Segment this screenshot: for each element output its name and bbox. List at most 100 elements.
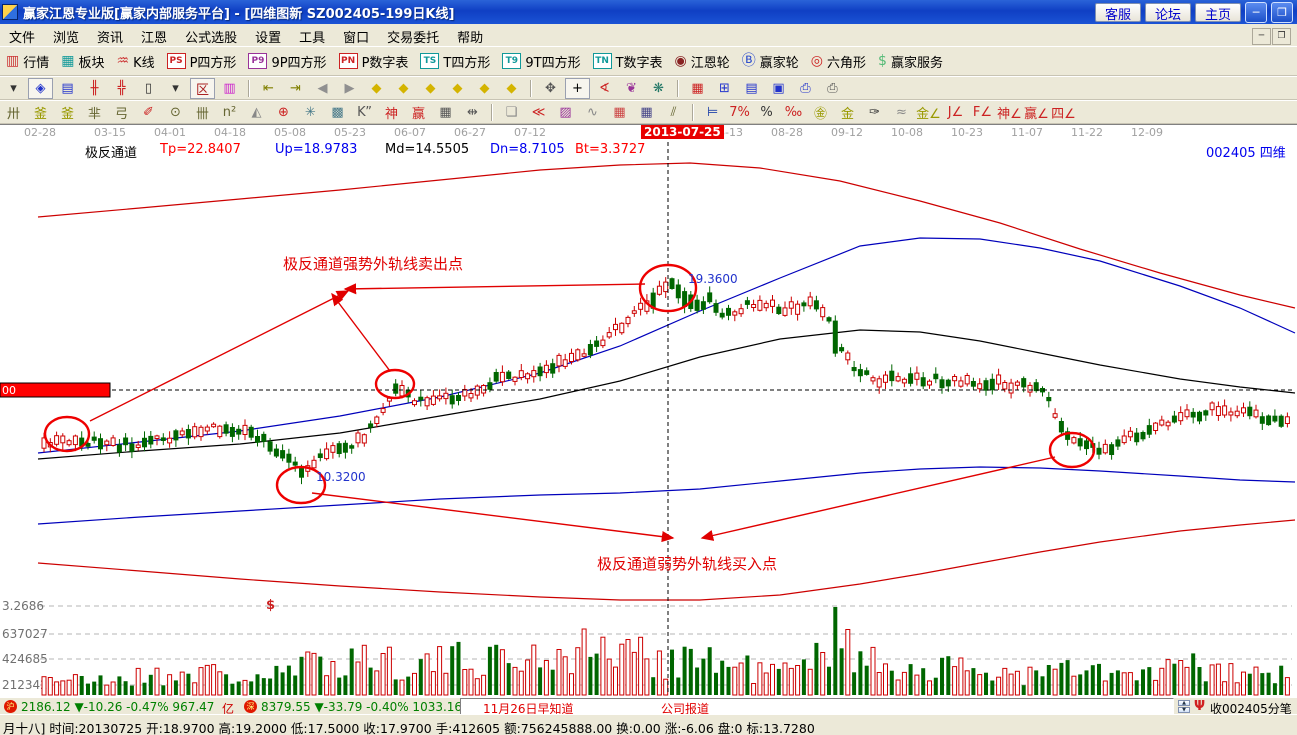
- print-preview-icon[interactable]: ⎙: [800, 80, 811, 96]
- candle-dropdown-icon[interactable]: ▾: [172, 80, 179, 96]
- j-angle-icon[interactable]: J∠: [947, 104, 964, 120]
- fan-lines-icon[interactable]: ≪: [531, 104, 546, 120]
- star-grid-icon[interactable]: ✳: [305, 104, 316, 120]
- arc-tool-icon[interactable]: 弓: [114, 106, 128, 122]
- gann-line-set-icon[interactable]: 卅: [6, 106, 20, 122]
- diary-notes-icon[interactable]: ▤: [745, 80, 758, 96]
- pan-left-icon[interactable]: ◆: [371, 80, 382, 96]
- calendar-icon[interactable]: ▦: [691, 80, 704, 96]
- zigzag-tool-icon[interactable]: ∿: [587, 104, 598, 120]
- feed-spinner[interactable]: ▲ ▼: [1178, 700, 1190, 713]
- kline-chart[interactable]: 3.268663702742468521234200极反通道强势外轨线卖出点极反…: [0, 125, 1297, 698]
- menu-item-5[interactable]: 设置: [255, 31, 282, 46]
- price-grid-icon[interactable]: ▦: [439, 104, 452, 120]
- mirror-tool-icon[interactable]: ◭: [251, 104, 262, 120]
- toolbar-winner-wheel[interactable]: Ⓑ 赢家轮: [742, 52, 799, 71]
- toolbar-winner-service[interactable]: $ 赢家服务: [878, 52, 943, 71]
- k-mark-icon[interactable]: K”: [357, 104, 372, 120]
- shen-tool-icon[interactable]: 神: [384, 106, 398, 122]
- expand-h-icon[interactable]: ◆: [425, 80, 436, 96]
- grid-lines-icon[interactable]: 卌: [195, 106, 209, 122]
- tick-feed-label[interactable]: 收002405分笔: [1210, 702, 1292, 716]
- go-first-icon[interactable]: ⇤: [263, 80, 274, 96]
- customer-service-button[interactable]: 客服: [1094, 3, 1141, 23]
- f10-info-board-icon[interactable]: ▤: [61, 80, 74, 96]
- candle-style-icon[interactable]: ▯: [144, 80, 153, 96]
- crosshair-tool-icon[interactable]: +: [565, 77, 590, 99]
- shanghai-index[interactable]: 2186.12 ▼-10.26 -0.47% 967.47: [21, 700, 215, 714]
- pattern-tool-icon[interactable]: ❦: [626, 80, 637, 96]
- toolbar-p-square[interactable]: PS P四方形: [166, 52, 236, 71]
- news-company-link[interactable]: 公司报道: [661, 702, 710, 716]
- menu-item-4[interactable]: 公式选股: [185, 31, 238, 46]
- toolbar-9t-square[interactable]: T9 9T四方形: [502, 52, 581, 71]
- fit-all-icon[interactable]: ◆: [506, 80, 517, 96]
- menu-item-9[interactable]: 帮助: [457, 31, 484, 46]
- marker-pen-icon[interactable]: ✑: [869, 104, 880, 120]
- graph-9-icon[interactable]: ╬: [117, 80, 126, 96]
- menu-item-2[interactable]: 资讯: [97, 31, 124, 46]
- percent-icon[interactable]: %: [760, 104, 773, 120]
- toolbar-gann-wheel[interactable]: ◉ 江恩轮: [675, 52, 730, 71]
- wave-chart-icon[interactable]: ◈: [28, 77, 53, 99]
- step-forward-icon[interactable]: ▶: [344, 80, 355, 96]
- fibonacci-tool-icon[interactable]: 芈: [87, 106, 101, 122]
- chart-area[interactable]: 02-28 03-15 04-01 04-18 05-08 05-23 06-07 06-27…: [0, 124, 1297, 698]
- shenzhen-index[interactable]: 8379.55 ▼-33.79 -0.40% 1033.16: [261, 700, 463, 714]
- menu-item-0[interactable]: 文件: [9, 31, 36, 46]
- ying-tool-icon[interactable]: 赢: [411, 106, 425, 122]
- toolbar-kline[interactable]: ♒ K线: [117, 52, 155, 71]
- expand-v-icon[interactable]: ◆: [479, 80, 490, 96]
- square-of-n-icon[interactable]: n²: [222, 104, 237, 120]
- toolbar-hexagon[interactable]: ◎ 六角形: [811, 52, 866, 71]
- toolbar-t-square[interactable]: TS T四方形: [420, 52, 490, 71]
- scale-ruler-icon[interactable]: ⊨: [706, 104, 719, 120]
- box-tool-icon[interactable]: ❏: [505, 104, 518, 120]
- mdi-minimize-button[interactable]: ─: [1252, 28, 1271, 45]
- region-tool-icon[interactable]: 区: [190, 77, 215, 99]
- gold-angle-icon[interactable]: 金∠: [916, 106, 941, 122]
- grid-blue-icon[interactable]: ▦: [640, 104, 653, 120]
- profile-histogram-icon[interactable]: ▥: [223, 80, 236, 96]
- si-angle-icon[interactable]: 四∠: [1051, 106, 1076, 122]
- calculator-icon[interactable]: ⊞: [719, 80, 730, 96]
- smart-tool-icon[interactable]: ❋: [653, 80, 664, 96]
- forum-button[interactable]: 论坛: [1144, 3, 1191, 23]
- percent-7-icon[interactable]: 7%: [729, 104, 750, 120]
- gold-circle-icon[interactable]: ㊎: [813, 106, 827, 122]
- wave-measure-icon[interactable]: ≈: [896, 104, 907, 120]
- toolbar-quotes[interactable]: ▥ 行情: [6, 52, 49, 71]
- draw-brush-icon[interactable]: ✐: [143, 104, 154, 120]
- go-last-icon[interactable]: ⇥: [290, 80, 301, 96]
- graph-3-icon[interactable]: ╫: [90, 80, 99, 96]
- angle-measure-icon[interactable]: ∢: [599, 80, 610, 96]
- step-back-icon[interactable]: ◀: [317, 80, 328, 96]
- news-morning-link[interactable]: 11月26日早知道: [483, 702, 574, 716]
- tool-dropdown-icon[interactable]: ▾: [10, 80, 17, 96]
- toolbar-p-number-table[interactable]: PN P数字表: [338, 52, 408, 71]
- menu-item-8[interactable]: 交易委托: [387, 31, 440, 46]
- toolbar-sectors[interactable]: ▦ 板块: [61, 52, 104, 71]
- gann-circle-icon[interactable]: ⊙: [170, 104, 181, 120]
- toolbar-t-number-table[interactable]: TN T数字表: [592, 52, 663, 71]
- f-angle-icon[interactable]: F∠: [972, 104, 993, 120]
- golden-section-h-icon[interactable]: 釜: [60, 106, 74, 122]
- hand-drag-icon[interactable]: ✥: [545, 80, 556, 96]
- toolbar-9p-square[interactable]: P9 9P四方形: [248, 52, 327, 71]
- shade-box-icon[interactable]: ▨: [559, 104, 572, 120]
- gold-three-icon[interactable]: 金: [840, 106, 854, 122]
- mdi-restore-button[interactable]: ❐: [1272, 28, 1291, 45]
- menu-item-6[interactable]: 工具: [299, 31, 326, 46]
- menu-item-7[interactable]: 窗口: [343, 31, 370, 46]
- parallel-lines-icon[interactable]: ⫽: [670, 104, 677, 120]
- shrink-h-icon[interactable]: ◆: [452, 80, 463, 96]
- restore-button[interactable]: ❐: [1271, 2, 1293, 23]
- width-measure-icon[interactable]: ⇹: [467, 104, 478, 120]
- pan-right-icon[interactable]: ◆: [398, 80, 409, 96]
- save-disk-icon[interactable]: ▣: [772, 80, 785, 96]
- golden-section-v-icon[interactable]: 釜: [33, 106, 47, 122]
- shen-angle-icon[interactable]: 神∠: [997, 106, 1022, 122]
- minimize-button[interactable]: ─: [1245, 2, 1267, 23]
- print-icon[interactable]: ⎙: [827, 80, 838, 96]
- grid-red-icon[interactable]: ▦: [613, 104, 626, 120]
